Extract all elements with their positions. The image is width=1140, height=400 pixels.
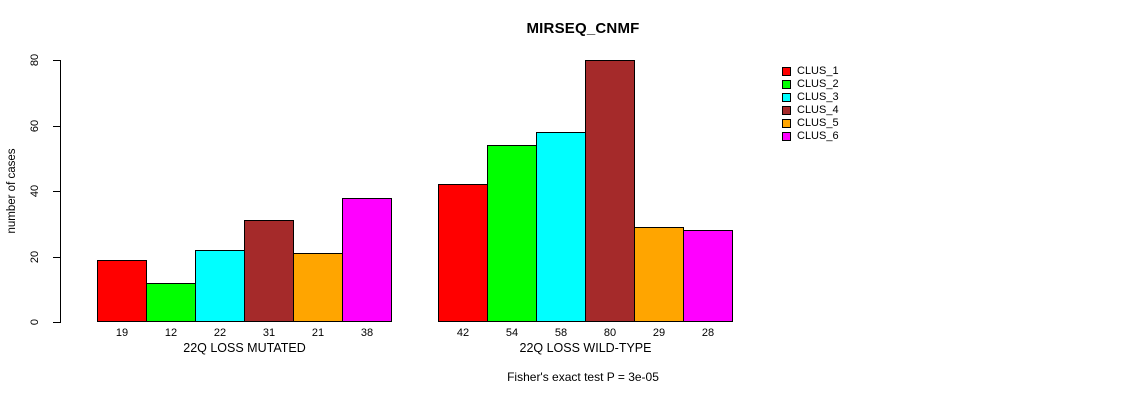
y-tick-label: 60 bbox=[29, 119, 41, 133]
legend-swatch-icon bbox=[782, 119, 791, 128]
bar-clus_2 bbox=[146, 283, 196, 322]
bar-clus_4 bbox=[244, 220, 294, 322]
legend-swatch-icon bbox=[782, 67, 791, 76]
bar-clus_3 bbox=[536, 132, 586, 322]
legend-label: CLUS_1 bbox=[797, 65, 839, 77]
bar-clus_5 bbox=[634, 227, 684, 322]
legend-swatch-icon bbox=[782, 93, 791, 102]
legend-item: CLUS_3 bbox=[782, 92, 839, 103]
legend-item: CLUS_5 bbox=[782, 118, 839, 129]
bar-value-label: 22 bbox=[213, 327, 227, 339]
x-group-label-mutated: 22Q LOSS MUTATED bbox=[183, 341, 306, 355]
y-tick-mark bbox=[53, 60, 61, 61]
y-tick-mark bbox=[53, 191, 61, 192]
bar-value-label: 58 bbox=[554, 327, 568, 339]
y-tick-label: 40 bbox=[29, 184, 41, 198]
bar-value-label: 80 bbox=[603, 327, 617, 339]
bar-value-label: 19 bbox=[115, 327, 129, 339]
bar-clus_6 bbox=[342, 198, 392, 322]
legend-swatch-icon bbox=[782, 106, 791, 115]
y-tick-label: 20 bbox=[29, 250, 41, 264]
bar-value-label: 54 bbox=[505, 327, 519, 339]
bar-clus_1 bbox=[438, 184, 488, 322]
legend-item: CLUS_1 bbox=[782, 66, 839, 77]
fisher-test-annotation: Fisher's exact test P = 3e-05 bbox=[507, 370, 659, 384]
bar-clus_1 bbox=[97, 260, 147, 322]
legend-item: CLUS_6 bbox=[782, 131, 839, 142]
bar-value-label: 38 bbox=[360, 327, 374, 339]
y-tick-mark bbox=[53, 322, 61, 323]
y-tick-label: 80 bbox=[29, 53, 41, 67]
legend-label: CLUS_6 bbox=[797, 130, 839, 142]
legend-swatch-icon bbox=[782, 80, 791, 89]
x-group-label-wildtype: 22Q LOSS WILD-TYPE bbox=[519, 341, 652, 355]
legend-label: CLUS_5 bbox=[797, 117, 839, 129]
legend-label: CLUS_2 bbox=[797, 78, 839, 90]
legend-item: CLUS_4 bbox=[782, 105, 839, 116]
legend-swatch-icon bbox=[782, 132, 791, 141]
y-tick-label: 0 bbox=[29, 318, 41, 326]
legend-label: CLUS_4 bbox=[797, 104, 839, 116]
bar-clus_2 bbox=[487, 145, 537, 322]
bar-value-label: 21 bbox=[311, 327, 325, 339]
legend-label: CLUS_3 bbox=[797, 91, 839, 103]
y-tick-mark bbox=[53, 257, 61, 258]
bar-clus_4 bbox=[585, 60, 635, 322]
bar-value-label: 28 bbox=[701, 327, 715, 339]
bar-value-label: 12 bbox=[164, 327, 178, 339]
bar-value-label: 31 bbox=[262, 327, 276, 339]
bar-value-label: 42 bbox=[456, 327, 470, 339]
bar-clus_6 bbox=[683, 230, 733, 322]
chart-title: MIRSEQ_CNMF bbox=[526, 20, 640, 37]
y-tick-mark bbox=[53, 126, 61, 127]
bar-value-label: 29 bbox=[652, 327, 666, 339]
bar-clus_3 bbox=[195, 250, 245, 322]
y-axis-title: number of cases bbox=[6, 148, 18, 234]
legend-item: CLUS_2 bbox=[782, 79, 839, 90]
bar-clus_5 bbox=[293, 253, 343, 322]
